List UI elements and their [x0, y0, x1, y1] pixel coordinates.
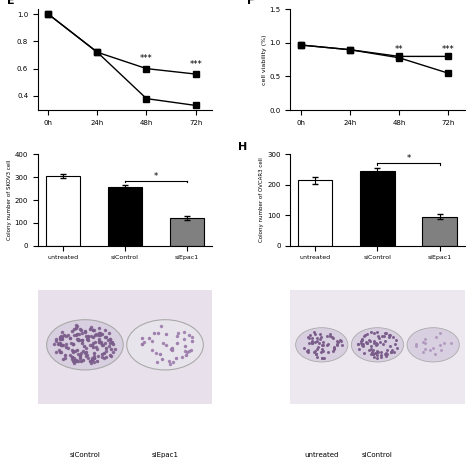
siEpac1 [94, 49, 100, 55]
siEpac1 [46, 11, 51, 17]
Text: siControl: siControl [70, 452, 100, 458]
siControl [193, 71, 199, 77]
Circle shape [351, 328, 403, 362]
Text: siControl: siControl [362, 452, 393, 458]
Y-axis label: cell viability (%): cell viability (%) [262, 35, 267, 85]
Text: *: * [154, 172, 158, 181]
siControl [46, 11, 51, 17]
Circle shape [127, 319, 203, 370]
Text: F: F [247, 0, 255, 7]
Text: ***: *** [140, 54, 153, 63]
Line: siEpac1: siEpac1 [46, 11, 199, 108]
Bar [422, 217, 456, 246]
Text: ***: *** [442, 45, 455, 54]
Text: ***: *** [189, 60, 202, 69]
siControl [144, 66, 149, 72]
Text: H: H [238, 142, 247, 152]
Text: **: ** [395, 45, 403, 54]
Text: *: * [406, 154, 410, 163]
Text: untreated: untreated [305, 452, 339, 458]
Bar [298, 180, 332, 246]
Legend: siControl, siEpac1: siControl, siEpac1 [298, 8, 348, 27]
Circle shape [407, 328, 459, 362]
Bar [108, 187, 142, 246]
Bar [360, 171, 394, 246]
Bar [170, 219, 204, 246]
Y-axis label: Colony number of OVCAR3 cell: Colony number of OVCAR3 cell [259, 158, 264, 242]
siEpac1 [193, 102, 199, 108]
siEpac1 [144, 96, 149, 101]
Text: E: E [7, 0, 14, 7]
siControl [94, 49, 100, 55]
Bar [46, 176, 80, 246]
Line: siControl: siControl [46, 11, 199, 77]
Text: siEpac1: siEpac1 [152, 452, 179, 458]
Circle shape [296, 328, 348, 362]
Y-axis label: Colony number of SKOV3 cell: Colony number of SKOV3 cell [7, 160, 12, 240]
Circle shape [46, 319, 123, 370]
